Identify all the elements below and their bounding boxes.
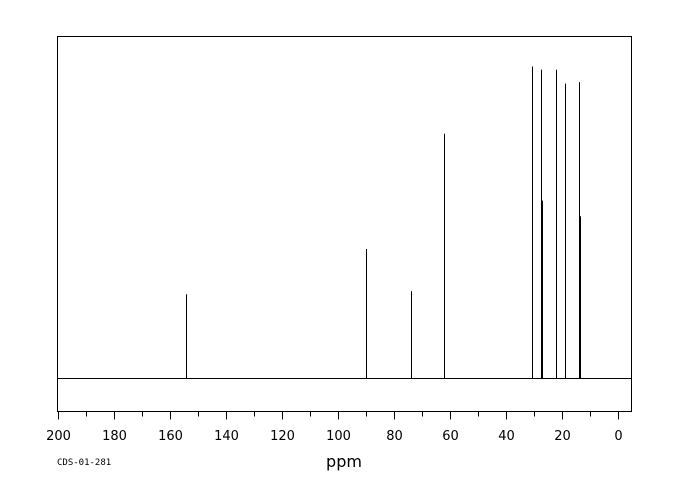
x-tick-label: 0 [614, 429, 622, 444]
x-tick-label: 140 [214, 429, 239, 444]
x-tick-label: 40 [498, 429, 515, 444]
plot-frame [57, 36, 632, 412]
x-tick-label: 200 [46, 429, 71, 444]
x-tick-label: 100 [326, 429, 351, 444]
x-tick-label: 160 [158, 429, 183, 444]
spectrum-code-label: CDS-01-281 [57, 458, 111, 468]
x-tick-label: 60 [442, 429, 459, 444]
peaks-group [186, 66, 581, 379]
x-tick-label: 180 [102, 429, 127, 444]
x-tick-label: 120 [270, 429, 295, 444]
x-axis-label: ppm [326, 452, 362, 471]
x-tick-label: 80 [386, 429, 403, 444]
x-tick-label: 20 [554, 429, 571, 444]
ticks-group: 200 180 160 140 120 100 80 60 40 20 0 [46, 411, 623, 444]
